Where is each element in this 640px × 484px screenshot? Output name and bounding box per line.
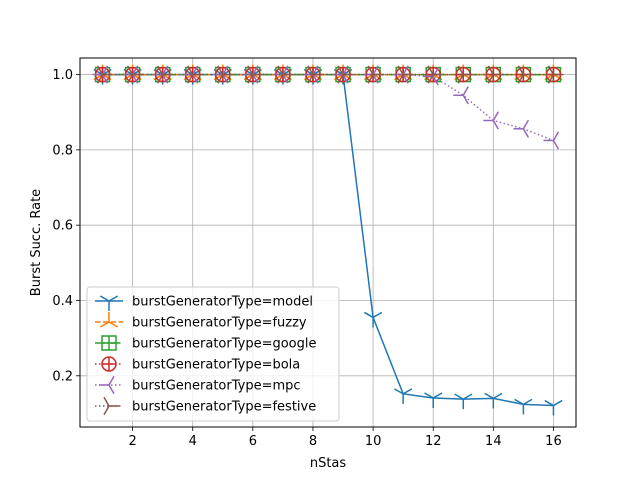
- legend-label: burstGeneratorType=festive: [132, 400, 316, 415]
- data-point-marker: [126, 65, 143, 84]
- x-tick-label: 14: [485, 434, 502, 449]
- legend-label: burstGeneratorType=google: [132, 337, 317, 352]
- data-point-marker: [397, 65, 414, 84]
- data-point-marker: [544, 399, 563, 416]
- data-point-marker: [92, 65, 109, 84]
- data-point-marker: [247, 65, 263, 84]
- data-point-marker: [427, 65, 444, 84]
- data-point-marker: [543, 131, 560, 150]
- y-tick-label: 1.0: [52, 68, 73, 83]
- data-point-marker: [101, 356, 117, 372]
- legend: burstGeneratorType=model burstGeneratorTy…: [86, 286, 340, 422]
- legend-item: burstGeneratorType=bola: [95, 356, 300, 373]
- data-point-marker: [484, 392, 503, 409]
- x-tick-label: 12: [425, 434, 442, 449]
- data-point-marker: [453, 86, 469, 105]
- legend-box: [86, 286, 340, 422]
- data-point-marker: [547, 65, 564, 84]
- y-tick-label: 0.6: [52, 219, 73, 234]
- x-tick-label: 4: [189, 434, 197, 449]
- data-point-marker: [364, 311, 383, 328]
- data-point-marker: [517, 65, 534, 84]
- data-point-marker: [277, 65, 293, 84]
- axes-frame: [79, 57, 577, 428]
- data-point-marker: [483, 111, 499, 130]
- data-point-marker: [212, 65, 229, 84]
- data-point-marker: [514, 398, 533, 415]
- data-point-marker: [367, 65, 384, 84]
- x-tick-label: 10: [365, 434, 382, 449]
- x-axis-label: nStas: [310, 456, 347, 471]
- data-point-marker: [187, 65, 203, 84]
- data-point-marker: [152, 65, 169, 84]
- data-point-marker: [217, 65, 233, 84]
- data-point-marker: [457, 65, 474, 84]
- y-tick-label: 0.2: [52, 369, 73, 384]
- data-point-marker: [337, 65, 354, 84]
- legend-label: burstGeneratorType=fuzzy: [132, 316, 307, 331]
- x-tick-label: 8: [309, 434, 317, 449]
- y-tick-label: 0.8: [52, 143, 73, 158]
- legend-item: burstGeneratorType=mpc: [95, 375, 301, 395]
- data-point-marker: [424, 392, 443, 409]
- legend-label: burstGeneratorType=bola: [132, 358, 300, 373]
- data-point-marker: [394, 388, 413, 404]
- legend-item: burstGeneratorType=google: [95, 335, 317, 352]
- x-tick-label: 2: [128, 434, 136, 449]
- data-point-marker: [96, 65, 113, 84]
- data-point-marker: [99, 312, 119, 328]
- data-point-marker: [99, 375, 115, 395]
- legend-item: burstGeneratorType=festive: [95, 396, 316, 416]
- y-axis-label: Burst Succ. Rate: [29, 189, 44, 296]
- series-festive: [96, 65, 564, 84]
- data-point-marker: [487, 65, 504, 84]
- y-tick-label: 0.4: [52, 294, 73, 309]
- legend-item: burstGeneratorType=fuzzy: [95, 312, 307, 331]
- data-point-marker: [513, 119, 530, 138]
- data-point-marker: [101, 335, 117, 351]
- legend-label: burstGeneratorType=model: [132, 295, 313, 310]
- series-layer: [92, 64, 564, 416]
- data-point-marker: [103, 396, 119, 416]
- x-tick-label: 16: [545, 434, 562, 449]
- data-point-marker: [307, 65, 323, 84]
- data-point-marker: [157, 65, 173, 84]
- legend-item: burstGeneratorType=model: [95, 295, 313, 311]
- x-tick-label: 6: [249, 434, 257, 449]
- ticks: 2 4 6 8 10 12 14 16 0.2 0.4 0.6 0.8 1.0: [52, 68, 561, 449]
- data-point-marker: [99, 295, 119, 311]
- legend-label: burstGeneratorType=mpc: [132, 379, 301, 394]
- data-point-marker: [454, 393, 473, 410]
